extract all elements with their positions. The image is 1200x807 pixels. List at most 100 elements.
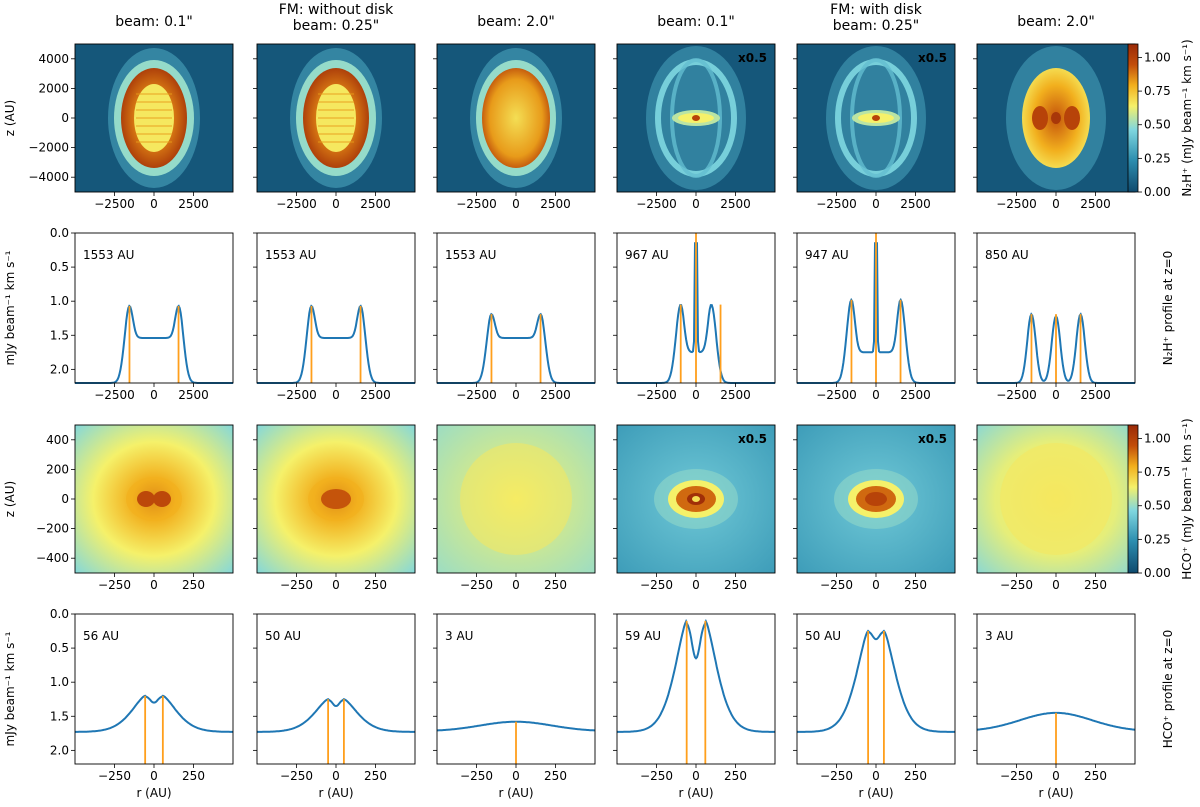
n2h-peak xyxy=(872,115,880,121)
column-title: beam: 2.0" xyxy=(1017,14,1095,30)
profile-curve xyxy=(437,720,595,732)
y-tick-label: 1.0 xyxy=(50,294,69,308)
x-tick-label: −250 xyxy=(820,769,853,783)
x-tick-label: −2500 xyxy=(636,197,677,211)
x-tick-label: 0 xyxy=(150,388,158,402)
x-tick-label: −250 xyxy=(640,578,673,592)
colorbar-tick-label: 0.75 xyxy=(1144,465,1171,479)
x-tick-label: 250 xyxy=(182,769,205,783)
peak-distance-label: 50 AU xyxy=(265,629,301,643)
x-tick-label: −250 xyxy=(98,578,131,592)
peak-distance-label: 947 AU xyxy=(805,248,849,262)
profile-curve xyxy=(437,312,595,384)
colorbar-tick-label: 0.75 xyxy=(1144,84,1171,98)
colorbar-tick-label: 0.00 xyxy=(1144,185,1171,199)
x-tick-label: 0 xyxy=(692,197,700,211)
hco-peak xyxy=(865,492,887,506)
x-tick-label: 2500 xyxy=(360,197,391,211)
x-tick-label: 2500 xyxy=(1080,197,1111,211)
hco-center-dip xyxy=(692,496,700,502)
x-tick-label: −2500 xyxy=(276,388,317,402)
column-title: FM: with disk xyxy=(830,2,923,18)
peak-distance-label: 1553 AU xyxy=(445,248,496,262)
x-tick-label: 2500 xyxy=(900,197,931,211)
x-tick-label: 2500 xyxy=(360,388,391,402)
y-tick-label: 4000 xyxy=(38,52,69,66)
y-tick-label: 400 xyxy=(46,433,69,447)
column-title: FM: without disk xyxy=(279,2,394,18)
x-tick-label: 0 xyxy=(512,197,520,211)
colorbar-tick-label: 0.50 xyxy=(1144,118,1171,132)
x-tick-label: 0 xyxy=(332,769,340,783)
x-axis-label: r (AU) xyxy=(1038,786,1073,800)
x-tick-label: 250 xyxy=(724,769,747,783)
profile-curve xyxy=(257,304,415,384)
colorbar-tick-label: 0.50 xyxy=(1144,499,1171,513)
x-tick-label: −250 xyxy=(280,578,313,592)
n2h-peak xyxy=(1051,112,1061,124)
peak-distance-label: 3 AU xyxy=(985,629,1013,643)
x-tick-label: −2500 xyxy=(816,388,857,402)
x-tick-label: −2500 xyxy=(636,388,677,402)
hco-peak xyxy=(137,491,155,507)
scale-badge: x0.5 xyxy=(738,432,767,446)
x-tick-label: −250 xyxy=(820,578,853,592)
x-tick-label: 2500 xyxy=(1080,388,1111,402)
row-side-label: N₂H⁺ profile at z=0 xyxy=(1161,251,1175,366)
x-axis-label: r (AU) xyxy=(318,786,353,800)
y-tick-label: 0.0 xyxy=(50,607,69,621)
y-tick-label: 1.0 xyxy=(50,675,69,689)
y-axis-label: z (AU) xyxy=(3,481,17,517)
colorbar-tick-label: 1.00 xyxy=(1144,431,1171,445)
x-tick-label: −2500 xyxy=(276,197,317,211)
x-tick-label: 250 xyxy=(904,578,927,592)
x-tick-label: −2500 xyxy=(94,388,135,402)
y-axis-label: mJy beam⁻¹ km s⁻¹ xyxy=(3,250,17,365)
hco-core-halo xyxy=(460,443,572,555)
x-tick-label: 0 xyxy=(1052,578,1060,592)
x-tick-label: 0 xyxy=(150,578,158,592)
x-tick-label: −2500 xyxy=(996,197,1037,211)
peak-distance-label: 1553 AU xyxy=(265,248,316,262)
x-tick-label: 2500 xyxy=(720,197,751,211)
x-axis-label: r (AU) xyxy=(498,786,533,800)
x-axis-label: r (AU) xyxy=(858,786,893,800)
y-tick-label: −2000 xyxy=(28,141,69,155)
y-tick-label: 200 xyxy=(46,462,69,476)
x-tick-label: 2500 xyxy=(540,197,571,211)
x-tick-label: −250 xyxy=(460,578,493,592)
x-tick-label: 0 xyxy=(692,388,700,402)
hco-colorbar-label: HCO⁺ (mJy beam⁻¹ km s⁻¹) xyxy=(1180,418,1194,579)
hco-core-halo xyxy=(1000,443,1112,555)
x-tick-label: 0 xyxy=(150,197,158,211)
y-tick-label: 0.0 xyxy=(50,226,69,240)
x-tick-label: 0 xyxy=(512,578,520,592)
x-tick-label: 250 xyxy=(1084,769,1107,783)
peak-distance-label: 1553 AU xyxy=(83,248,134,262)
profile-curve xyxy=(75,694,233,733)
y-tick-label: 0.5 xyxy=(50,260,69,274)
peak-distance-label: 3 AU xyxy=(445,629,473,643)
row-side-label: HCO⁺ profile at z=0 xyxy=(1161,630,1175,749)
x-tick-label: 250 xyxy=(904,769,927,783)
peak-distance-label: 850 AU xyxy=(985,248,1029,262)
scale-badge: x0.5 xyxy=(918,51,947,65)
colorbar-tick-label: 0.25 xyxy=(1144,532,1171,546)
hco-peak xyxy=(321,489,351,509)
x-tick-label: −2500 xyxy=(456,388,497,402)
column-title: beam: 2.0" xyxy=(477,14,555,30)
n2h-peak xyxy=(692,115,700,121)
x-tick-label: 0 xyxy=(512,388,520,402)
column-title: beam: 0.25" xyxy=(293,18,380,34)
column-title: beam: 0.25" xyxy=(833,18,920,34)
x-tick-label: 0 xyxy=(872,769,880,783)
x-tick-label: 0 xyxy=(150,769,158,783)
x-tick-label: 250 xyxy=(544,578,567,592)
peak-distance-label: 56 AU xyxy=(83,629,119,643)
panel-grid xyxy=(71,43,1142,768)
column-title: beam: 0.1" xyxy=(657,14,735,30)
x-tick-label: −250 xyxy=(1000,578,1033,592)
y-tick-label: 1.5 xyxy=(50,328,69,342)
